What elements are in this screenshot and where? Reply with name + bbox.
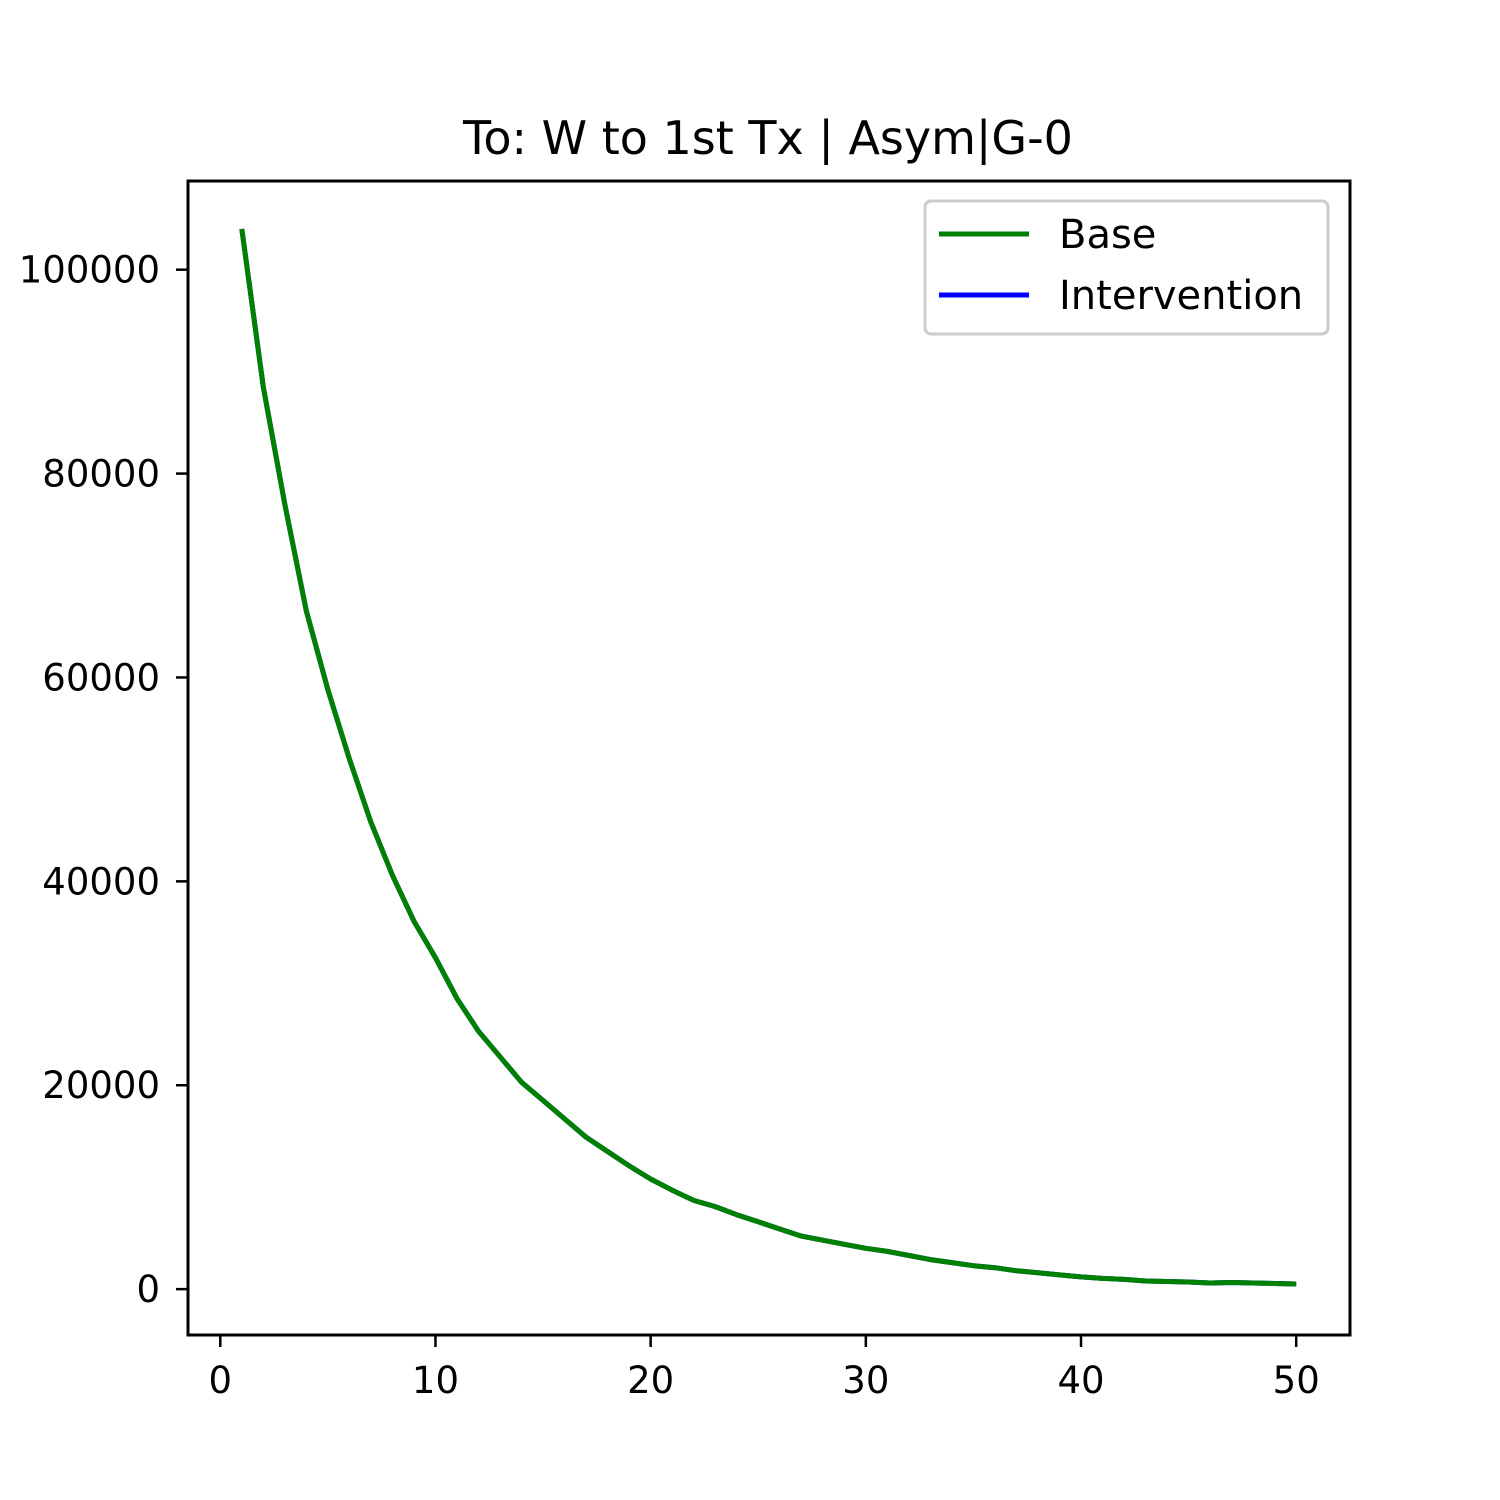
plot-area (188, 181, 1350, 1335)
y-axis: 0 20000 40000 60000 80000 100000 (19, 249, 188, 1311)
series-lines (239, 228, 1297, 1287)
y-tick-label: 100000 (19, 249, 160, 292)
y-tick-label: 20000 (42, 1064, 160, 1107)
y-tick-label: 40000 (42, 860, 160, 903)
series-line-base (239, 228, 1297, 1287)
x-tick-label: 20 (627, 1359, 674, 1402)
y-tick-label: 60000 (42, 656, 160, 699)
x-tick-label: 50 (1273, 1359, 1320, 1402)
chart-title: To: W to 1st Tx | Asym|G-0 (462, 111, 1073, 166)
legend-label-intervention: Intervention (1059, 273, 1303, 319)
y-tick-label: 80000 (42, 453, 160, 496)
x-tick-label: 0 (209, 1359, 233, 1402)
x-axis: 0 10 20 30 40 50 (209, 1335, 1320, 1402)
legend-label-base: Base (1059, 212, 1156, 258)
x-tick-label: 30 (842, 1359, 889, 1402)
y-tick-label: 0 (136, 1268, 160, 1311)
x-tick-label: 10 (412, 1359, 459, 1402)
plot-frame (186, 179, 1352, 1337)
legend: Base Intervention (923, 199, 1330, 336)
x-tick-label: 40 (1057, 1359, 1104, 1402)
